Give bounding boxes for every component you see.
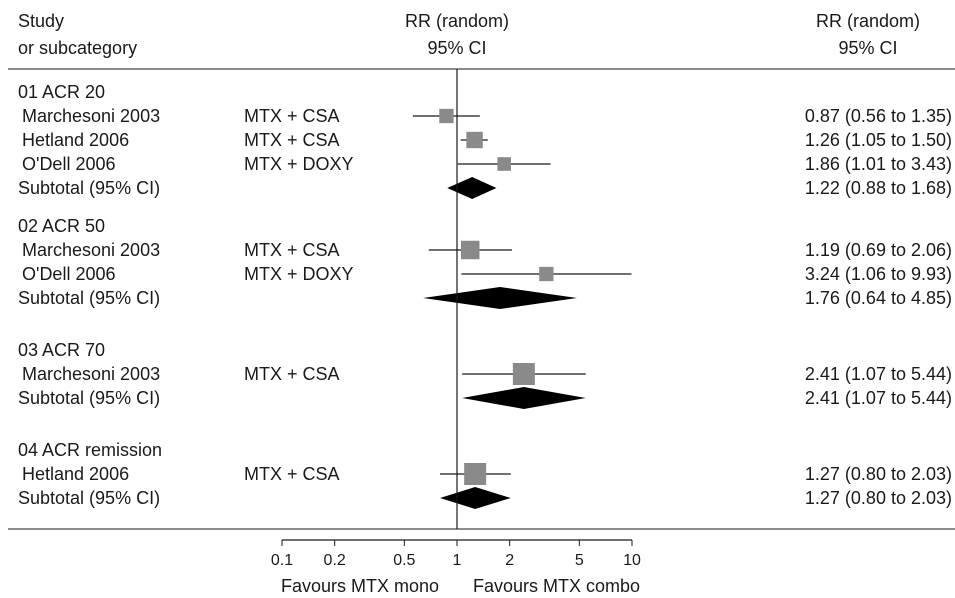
group-1: 01 ACR 20 Marchesoni 2003 MTX + CSA 0.87 (0… — [18, 82, 952, 199]
subtotal-row: Subtotal (95% CI) 1.27 (0.80 to 2.03) — [18, 487, 952, 509]
subtotal-ci-text: 1.22 (0.88 to 1.68) — [805, 178, 952, 198]
forest-rows: 01 ACR 20 Marchesoni 2003 MTX + CSA 0.87 (0… — [18, 82, 952, 509]
study-ci-text: 0.87 (0.56 to 1.35) — [805, 106, 952, 126]
subtotal-ci-text: 1.76 (0.64 to 4.85) — [805, 288, 952, 308]
study-name: Marchesoni 2003 — [22, 364, 160, 384]
subtotal-diamond — [423, 287, 578, 309]
subtotal-label: Subtotal (95% CI) — [18, 388, 160, 408]
header-plot-line2: 95% CI — [427, 38, 486, 58]
axis-tick-label: 0.1 — [271, 552, 293, 569]
header-value-line1: RR (random) — [816, 11, 920, 31]
study-row: Marchesoni 2003 MTX + CSA 0.87 (0.56 to 1.… — [22, 106, 952, 126]
axis-tick-label: 1 — [453, 552, 462, 569]
study-row: O'Dell 2006 MTX + DOXY 3.24 (1.06 to 9.93) — [22, 264, 952, 284]
group-4: 04 ACR remission Hetland 2006 MTX + CSA 1.2… — [18, 440, 952, 509]
favours-left-label: Favours MTX mono — [281, 576, 439, 596]
axis-tick-label: 0.2 — [324, 552, 346, 569]
study-row: Marchesoni 2003 MTX + CSA 2.41 (1.07 to 5.… — [22, 363, 952, 385]
axis-tick-label: 0.5 — [393, 552, 415, 569]
subtotal-diamond — [462, 387, 586, 409]
subtotal-diamond — [447, 177, 497, 199]
study-name: Marchesoni 2003 — [22, 240, 160, 260]
study-ci-text: 1.27 (0.80 to 2.03) — [805, 464, 952, 484]
header-plot-line1: RR (random) — [405, 11, 509, 31]
study-ci-text: 2.41 (1.07 to 5.44) — [805, 364, 952, 384]
study-ci-text: 1.26 (1.05 to 1.50) — [805, 130, 952, 150]
study-name: O'Dell 2006 — [22, 154, 116, 174]
header: Study or subcategory RR (random) 95% CI … — [18, 11, 920, 58]
subtotal-label: Subtotal (95% CI) — [18, 288, 160, 308]
group-title: 01 ACR 20 — [18, 82, 105, 102]
study-name: O'Dell 2006 — [22, 264, 116, 284]
header-study-line1: Study — [18, 11, 64, 31]
study-treatment: MTX + CSA — [244, 106, 340, 126]
study-row: Marchesoni 2003 MTX + CSA 1.19 (0.69 to 2.… — [22, 240, 952, 260]
group-2: 02 ACR 50 Marchesoni 2003 MTX + CSA 1.19 (0… — [18, 216, 952, 309]
effect-box — [464, 463, 487, 485]
subtotal-ci-text: 1.27 (0.80 to 2.03) — [805, 488, 952, 508]
study-treatment: MTX + DOXY — [244, 264, 354, 284]
study-ci-text: 1.86 (1.01 to 3.43) — [805, 154, 952, 174]
effect-box — [466, 131, 483, 149]
study-name: Hetland 2006 — [22, 130, 129, 150]
effect-box — [512, 363, 535, 385]
axis-tick-label: 2 — [505, 552, 514, 569]
header-value-line2: 95% CI — [838, 38, 897, 58]
study-row: O'Dell 2006 MTX + DOXY 1.86 (1.01 to 3.43) — [22, 154, 952, 174]
subtotal-row: Subtotal (95% CI) 1.22 (0.88 to 1.68) — [18, 177, 952, 199]
study-treatment: MTX + CSA — [244, 364, 340, 384]
subtotal-diamond — [440, 487, 511, 509]
study-treatment: MTX + CSA — [244, 130, 340, 150]
group-3: 03 ACR 70 Marchesoni 2003 MTX + CSA 2.41 (1… — [18, 340, 952, 409]
study-row: Hetland 2006 MTX + CSA 1.26 (1.05 to 1.50) — [22, 130, 952, 150]
axis-tick-label: 10 — [623, 552, 641, 569]
study-treatment: MTX + CSA — [244, 240, 340, 260]
study-row: Hetland 2006 MTX + CSA 1.27 (0.80 to 2.03) — [22, 463, 952, 485]
effect-box — [497, 157, 511, 171]
axis-tick-label: 5 — [575, 552, 584, 569]
effect-box — [539, 266, 554, 282]
subtotal-ci-text: 2.41 (1.07 to 5.44) — [805, 388, 952, 408]
favours-right-label: Favours MTX combo — [473, 576, 640, 596]
study-ci-text: 1.19 (0.69 to 2.06) — [805, 240, 952, 260]
subtotal-label: Subtotal (95% CI) — [18, 488, 160, 508]
group-title: 02 ACR 50 — [18, 216, 105, 236]
study-treatment: MTX + DOXY — [244, 154, 354, 174]
study-ci-text: 3.24 (1.06 to 9.93) — [805, 264, 952, 284]
subtotal-row: Subtotal (95% CI) 2.41 (1.07 to 5.44) — [18, 387, 952, 409]
study-name: Marchesoni 2003 — [22, 106, 160, 126]
subtotal-row: Subtotal (95% CI) 1.76 (0.64 to 4.85) — [18, 287, 952, 309]
group-title: 03 ACR 70 — [18, 340, 105, 360]
group-title: 04 ACR remission — [18, 440, 162, 460]
effect-box — [460, 240, 480, 260]
header-study-line2: or subcategory — [18, 38, 137, 58]
study-name: Hetland 2006 — [22, 464, 129, 484]
effect-box — [439, 108, 454, 124]
study-treatment: MTX + CSA — [244, 464, 340, 484]
x-axis: 0.1 0.2 0.5 1 2 5 10 Favours MTX mono Favours MT… — [271, 69, 641, 596]
subtotal-label: Subtotal (95% CI) — [18, 178, 160, 198]
